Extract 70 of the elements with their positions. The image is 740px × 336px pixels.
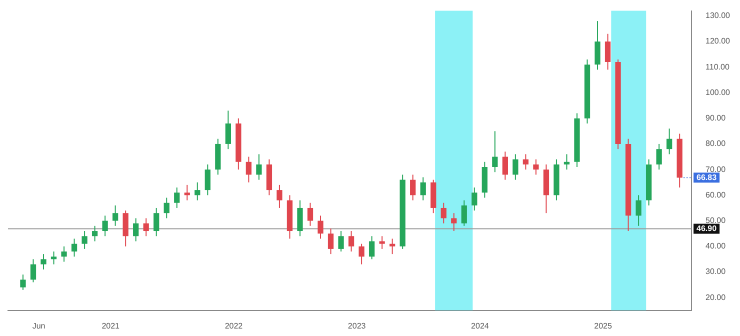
y-tick-label: 30.00 — [706, 267, 726, 276]
candlestick — [154, 207, 160, 237]
y-tick-label: 120.00 — [706, 36, 731, 46]
candlestick — [318, 215, 324, 240]
y-tick-label: 20.00 — [706, 292, 726, 302]
candlestick — [276, 184, 282, 208]
annotation: 66.83 — [696, 172, 718, 182]
candlestick — [256, 154, 262, 180]
candlestick — [492, 130, 498, 173]
y-tick-label: 40.00 — [706, 242, 726, 251]
y-tick-label: 70.00 — [706, 164, 726, 174]
candlestick — [420, 176, 426, 201]
candlestick — [246, 156, 252, 183]
candlestick — [440, 202, 446, 224]
candlestick — [666, 128, 672, 155]
candlestick — [122, 210, 128, 247]
candlestick — [328, 228, 334, 255]
candlestick — [40, 254, 46, 270]
candlestick — [71, 238, 78, 258]
y-tick-label: 80.00 — [706, 139, 726, 148]
candlestick — [143, 218, 149, 237]
y-tick-label: 100.00 — [706, 88, 731, 97]
candlestick — [472, 186, 478, 212]
candlestick — [82, 230, 88, 250]
candlestick — [307, 202, 314, 226]
candlestick — [604, 33, 611, 70]
candlestick — [338, 230, 344, 252]
candlestick — [390, 238, 396, 255]
x-tick-label: 2023 — [348, 321, 366, 330]
candlestick — [564, 154, 570, 170]
candlestick — [174, 186, 180, 208]
y-tick-label: 90.00 — [706, 114, 726, 123]
x-tick-label: Jun — [32, 321, 46, 330]
candlestick — [636, 194, 642, 226]
candlestick — [533, 158, 539, 176]
candlestick — [20, 274, 26, 290]
candlestick — [410, 174, 416, 201]
candlestick — [30, 258, 36, 283]
candlestick — [348, 230, 354, 252]
candlestick — [502, 151, 508, 180]
candlestick — [61, 246, 67, 262]
candlestick — [461, 200, 467, 226]
ref-line-label: 46.90 — [696, 224, 718, 233]
y-tick-label: 50.00 — [706, 216, 726, 225]
candlestick — [594, 20, 600, 70]
candlestick — [50, 251, 57, 265]
candlestick — [194, 182, 200, 201]
candlestick — [133, 218, 139, 242]
candlestick — [164, 197, 170, 219]
y-tick-label: 130.00 — [706, 11, 731, 20]
candlestick — [358, 243, 364, 265]
candlestick — [102, 215, 108, 237]
candlestick — [368, 236, 375, 260]
x-tick-label: 2024 — [471, 321, 490, 330]
candlestick — [522, 154, 529, 170]
candlestick — [184, 184, 190, 201]
candlestick — [225, 110, 231, 150]
candlestick — [112, 204, 118, 226]
candlestick — [92, 225, 98, 242]
candlestick — [204, 164, 210, 196]
y-tick-label: 60.00 — [706, 190, 726, 200]
x-tick-label: 2022 — [224, 321, 244, 330]
x-tick-label: 2025 — [594, 321, 612, 330]
candlestick — [297, 200, 303, 237]
candlestick — [656, 143, 662, 170]
x-tick-label: 2021 — [102, 321, 120, 330]
candlestick — [379, 236, 385, 250]
y-tick-label: 110.00 — [706, 62, 730, 72]
candlestick — [512, 154, 518, 180]
candlestick — [451, 212, 457, 232]
